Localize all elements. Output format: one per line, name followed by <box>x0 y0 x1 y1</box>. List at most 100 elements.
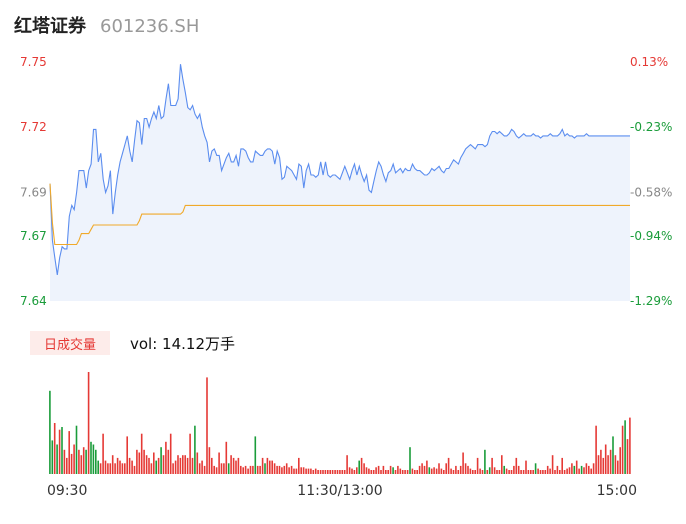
volume-bar <box>493 467 496 474</box>
volume-bar <box>302 467 305 474</box>
volume-bar <box>131 460 133 474</box>
volume-bar <box>203 465 206 474</box>
volume-bar <box>242 467 244 474</box>
percent-tick-label: 0.13% <box>630 55 668 69</box>
volume-bar <box>418 465 421 474</box>
volume-bar <box>626 439 629 474</box>
volume-bar <box>66 457 68 474</box>
volume-bar <box>295 468 298 474</box>
volume-bar <box>372 470 375 474</box>
volume-bar <box>428 467 431 474</box>
volume-bar <box>232 457 235 474</box>
volume-bar <box>580 465 583 474</box>
volume-bar <box>196 452 199 474</box>
volume-bar <box>474 470 476 474</box>
time-axis-ticks: 09:30 11:30/13:00 15:00 <box>47 483 637 499</box>
volume-bar <box>546 465 549 474</box>
volume-bar <box>563 470 566 474</box>
volume-bar <box>160 447 162 474</box>
volume-bar <box>293 468 295 474</box>
percent-tick-label: -0.58% <box>630 185 672 199</box>
volume-bar <box>481 470 484 474</box>
volume-bar <box>401 470 404 474</box>
volume-bar <box>566 468 568 474</box>
volume-bar <box>435 468 438 474</box>
volume-bar <box>329 470 331 474</box>
volume-bar <box>445 463 447 474</box>
volume-bar <box>285 463 288 474</box>
volume-bar <box>414 470 416 474</box>
volume-bar <box>68 431 70 474</box>
volume-bar <box>421 463 423 474</box>
volume-bar <box>588 465 590 474</box>
volume-bar <box>578 468 580 474</box>
volume-bar <box>469 468 472 474</box>
volume-bar <box>573 465 576 474</box>
price-lines <box>49 64 630 275</box>
volume-bar <box>339 470 341 474</box>
volume-bar <box>256 465 259 474</box>
volume-bar <box>107 463 109 474</box>
stock-code: 601236.SH <box>100 16 200 37</box>
volume-bar <box>585 463 588 474</box>
volume-bar <box>537 468 539 474</box>
volume-bar <box>336 470 339 474</box>
volume-bar <box>602 457 605 474</box>
volume-bar <box>220 463 223 474</box>
volume-bar <box>447 457 450 474</box>
volume-bar <box>595 425 597 474</box>
volume-bar <box>389 465 392 474</box>
volume-bar <box>310 468 312 474</box>
volume-bar <box>259 465 261 474</box>
volume-badge[interactable]: 日成交量 <box>30 331 110 355</box>
volume-bar <box>517 465 520 474</box>
volume-bar <box>184 455 186 474</box>
volume-bar <box>496 470 498 474</box>
volume-bar <box>406 470 409 474</box>
stock-header: 红塔证券 601236.SH <box>14 12 199 40</box>
volume-bar <box>208 447 211 474</box>
volume-bar <box>312 470 315 474</box>
volume-bar <box>189 433 191 474</box>
stock-name: 红塔证券 <box>14 16 86 37</box>
volume-bar <box>273 463 276 474</box>
volume-bar <box>532 470 534 474</box>
volume-bar <box>70 453 73 474</box>
volume-bar <box>182 455 184 474</box>
volume-bar <box>629 417 631 474</box>
volume-bar <box>619 447 621 474</box>
volume-bar <box>153 452 155 474</box>
volume-bar <box>114 463 116 474</box>
volume-bar <box>505 468 508 474</box>
volume-bar <box>551 455 554 474</box>
volume-bar <box>375 467 377 474</box>
volume-bar <box>138 452 141 474</box>
percent-tick-label: -0.23% <box>630 120 672 134</box>
volume-bar <box>211 457 213 474</box>
volume-bar <box>215 467 218 474</box>
volume-bar <box>51 440 54 474</box>
volume-bar <box>56 444 58 474</box>
volume-bar <box>607 455 609 474</box>
volume-bar <box>109 463 112 474</box>
volume-bar <box>592 463 595 474</box>
volume-bar <box>438 463 440 474</box>
volume-bar <box>264 463 266 474</box>
volume-bar <box>92 444 95 474</box>
volume-bar <box>252 465 254 474</box>
volume-bar <box>162 455 165 474</box>
volume-bar <box>87 372 90 474</box>
volume-bar <box>254 436 257 474</box>
volume-bar <box>305 468 307 474</box>
price-tick-label: 7.69 <box>20 185 47 199</box>
volume-bar <box>561 457 563 474</box>
volume-bar <box>322 470 324 474</box>
volume-bar <box>327 470 329 474</box>
volume-bar <box>201 460 203 474</box>
volume-bar <box>508 470 510 474</box>
volume-bar <box>624 420 626 474</box>
volume-bar <box>525 460 527 474</box>
volume-bar <box>334 470 336 474</box>
volume-bar <box>554 470 556 474</box>
volume-bar <box>609 449 612 474</box>
